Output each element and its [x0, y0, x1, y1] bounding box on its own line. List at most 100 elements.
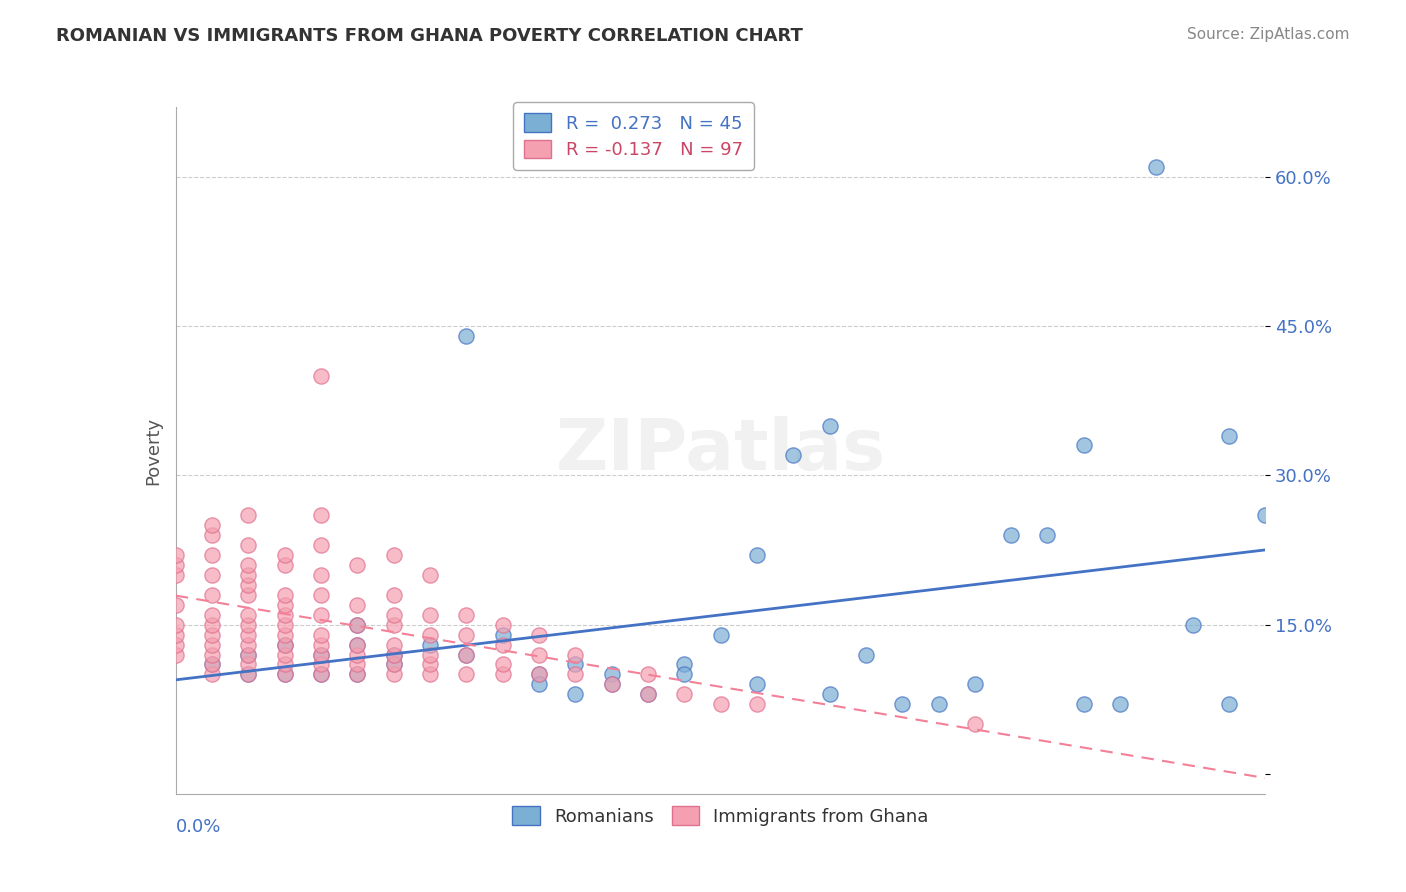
Point	[600, 677, 623, 691]
Point	[564, 657, 586, 672]
Point	[637, 687, 659, 701]
Point	[238, 567, 260, 582]
Point	[382, 638, 405, 652]
Point	[891, 698, 914, 712]
Point	[382, 617, 405, 632]
Point	[346, 558, 368, 572]
Point	[309, 368, 332, 383]
Point	[274, 617, 297, 632]
Point	[492, 627, 515, 641]
Point	[527, 677, 550, 691]
Point	[309, 657, 332, 672]
Point	[201, 638, 224, 652]
Point	[274, 548, 297, 562]
Point	[710, 698, 733, 712]
Point	[238, 627, 260, 641]
Point	[1146, 160, 1168, 174]
Point	[855, 648, 877, 662]
Point	[419, 567, 441, 582]
Point	[382, 657, 405, 672]
Point	[1036, 528, 1059, 542]
Point	[238, 607, 260, 622]
Point	[419, 648, 441, 662]
Point	[673, 667, 696, 681]
Point	[745, 698, 768, 712]
Point	[1254, 508, 1277, 523]
Point	[456, 627, 478, 641]
Point	[201, 617, 224, 632]
Point	[165, 558, 187, 572]
Point	[201, 627, 224, 641]
Point	[492, 638, 515, 652]
Y-axis label: Poverty: Poverty	[143, 417, 162, 484]
Point	[165, 617, 187, 632]
Point	[564, 648, 586, 662]
Point	[564, 687, 586, 701]
Point	[201, 548, 224, 562]
Point	[818, 418, 841, 433]
Point	[309, 638, 332, 652]
Point	[238, 538, 260, 552]
Point	[382, 667, 405, 681]
Text: Source: ZipAtlas.com: Source: ZipAtlas.com	[1187, 27, 1350, 42]
Point	[238, 638, 260, 652]
Text: 0.0%: 0.0%	[176, 818, 221, 836]
Point	[165, 648, 187, 662]
Point	[527, 648, 550, 662]
Point	[201, 588, 224, 602]
Point	[346, 657, 368, 672]
Point	[238, 667, 260, 681]
Point	[238, 578, 260, 592]
Point	[201, 607, 224, 622]
Point	[382, 607, 405, 622]
Point	[346, 617, 368, 632]
Point	[818, 687, 841, 701]
Point	[382, 657, 405, 672]
Point	[419, 638, 441, 652]
Point	[1109, 698, 1132, 712]
Point	[1000, 528, 1022, 542]
Point	[238, 648, 260, 662]
Text: ROMANIAN VS IMMIGRANTS FROM GHANA POVERTY CORRELATION CHART: ROMANIAN VS IMMIGRANTS FROM GHANA POVERT…	[56, 27, 803, 45]
Point	[382, 588, 405, 602]
Point	[201, 648, 224, 662]
Point	[346, 667, 368, 681]
Point	[673, 687, 696, 701]
Point	[492, 657, 515, 672]
Point	[238, 617, 260, 632]
Point	[238, 657, 260, 672]
Point	[274, 667, 297, 681]
Point	[201, 657, 224, 672]
Point	[527, 627, 550, 641]
Point	[274, 598, 297, 612]
Point	[419, 627, 441, 641]
Point	[274, 588, 297, 602]
Point	[1218, 698, 1240, 712]
Point	[201, 567, 224, 582]
Point	[238, 588, 260, 602]
Point	[382, 548, 405, 562]
Point	[165, 627, 187, 641]
Point	[673, 657, 696, 672]
Legend: Romanians, Immigrants from Ghana: Romanians, Immigrants from Ghana	[505, 799, 936, 833]
Point	[963, 717, 986, 731]
Point	[274, 558, 297, 572]
Point	[309, 508, 332, 523]
Point	[456, 329, 478, 343]
Point	[346, 648, 368, 662]
Point	[1218, 428, 1240, 442]
Point	[456, 607, 478, 622]
Point	[309, 538, 332, 552]
Point	[309, 648, 332, 662]
Point	[201, 528, 224, 542]
Point	[419, 607, 441, 622]
Point	[309, 588, 332, 602]
Point	[274, 638, 297, 652]
Point	[309, 648, 332, 662]
Point	[382, 648, 405, 662]
Point	[710, 627, 733, 641]
Point	[165, 598, 187, 612]
Point	[309, 567, 332, 582]
Point	[419, 657, 441, 672]
Point	[201, 667, 224, 681]
